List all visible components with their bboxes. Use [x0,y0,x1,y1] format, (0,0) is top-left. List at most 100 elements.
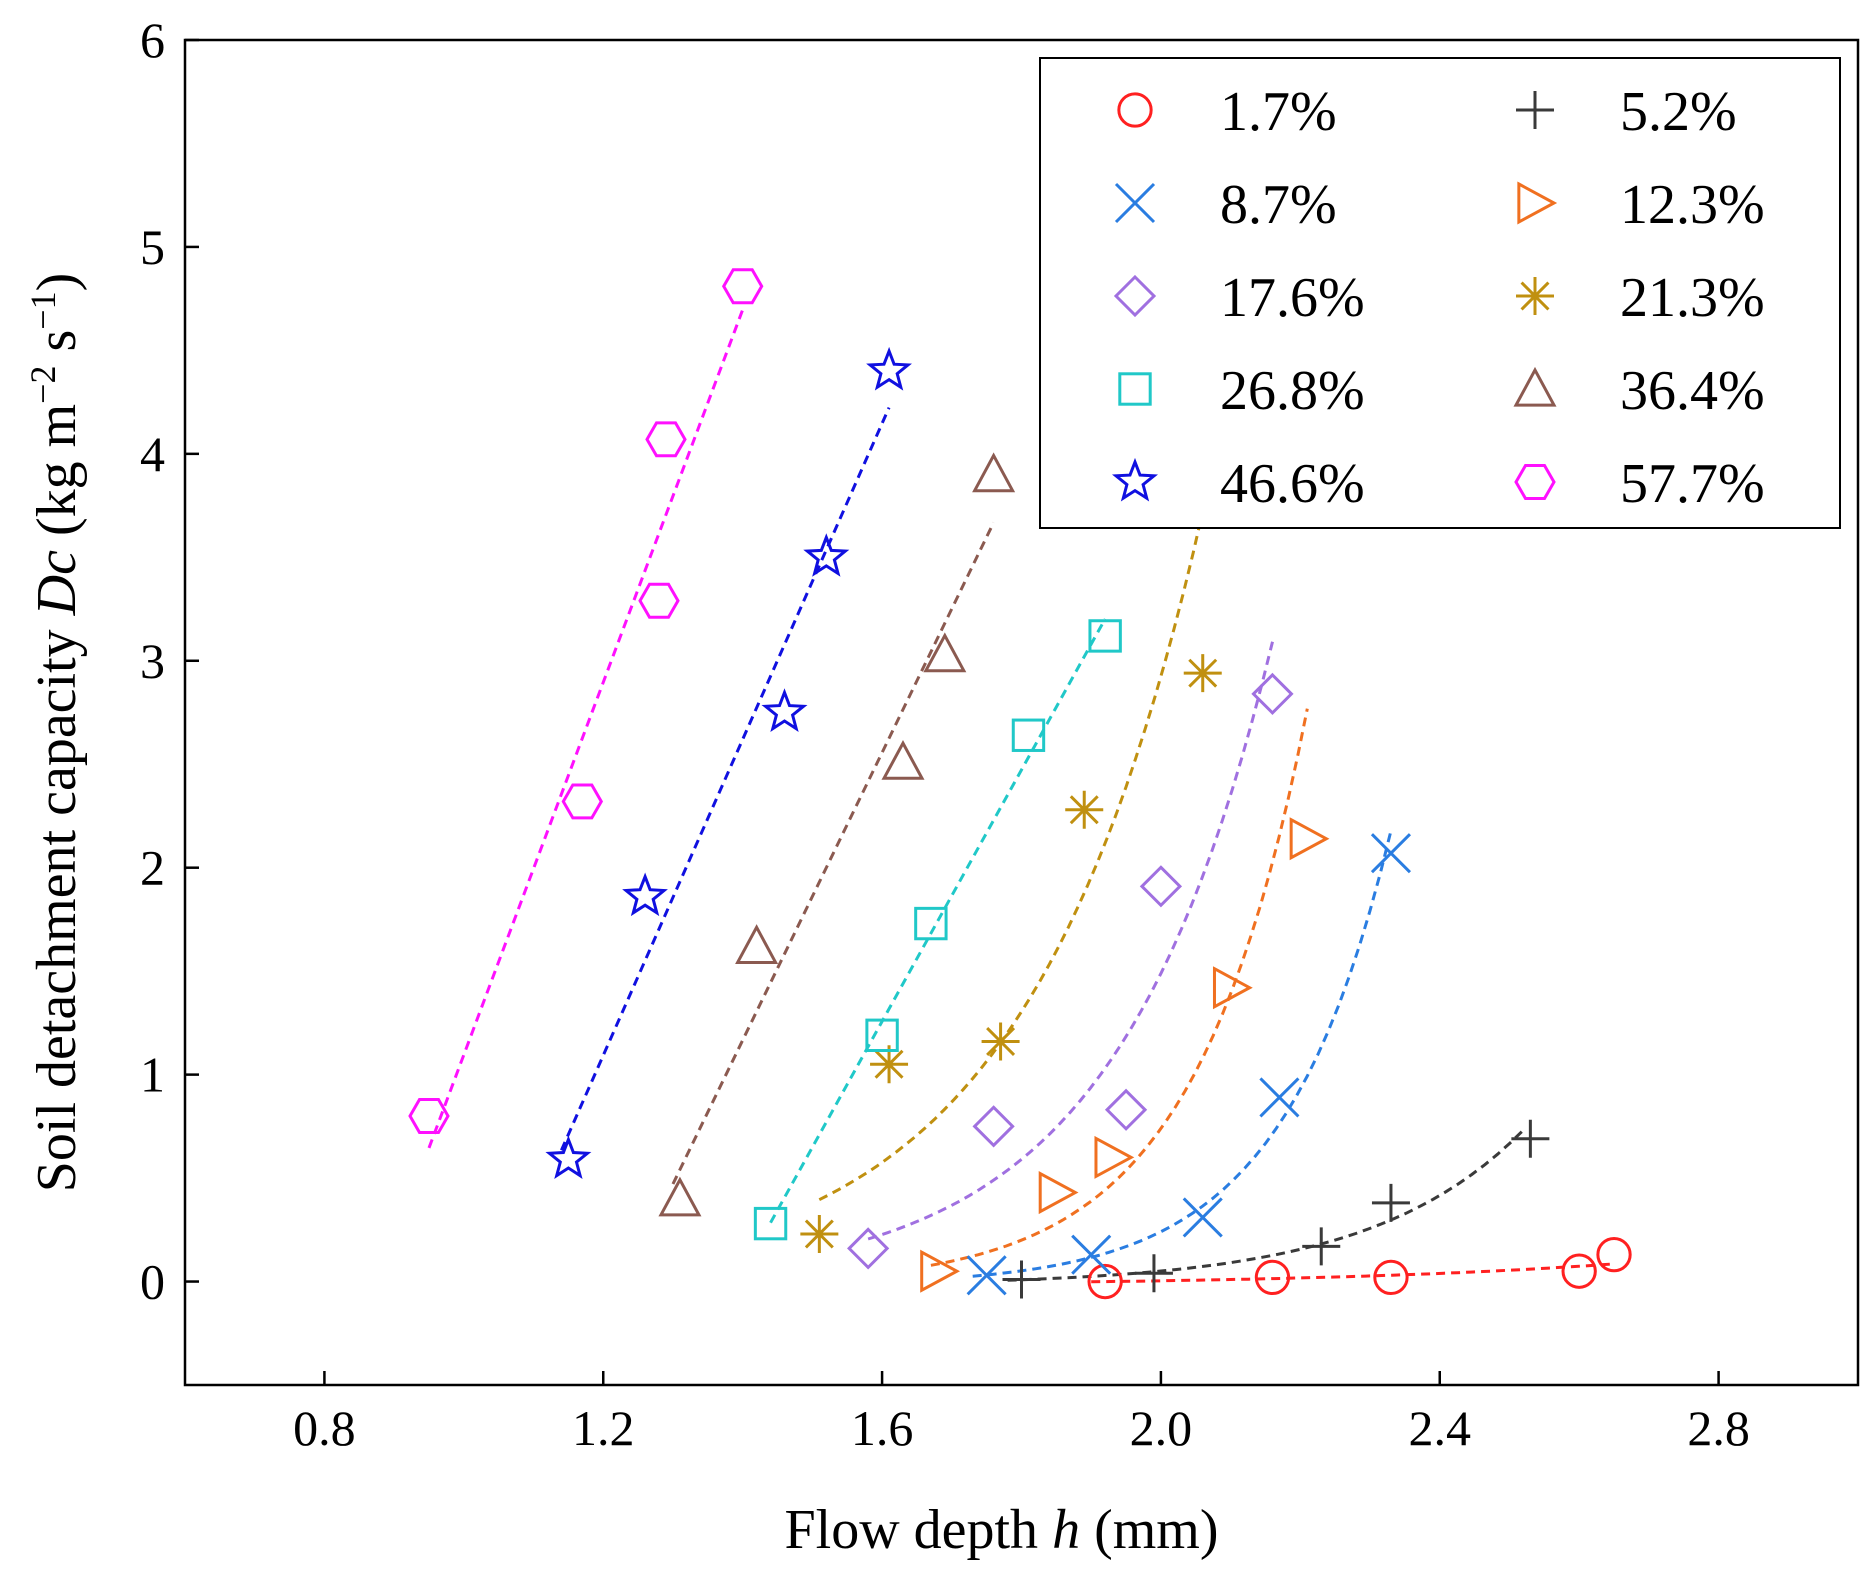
fit-line-21.3% [818,511,1205,1202]
data-point [914,906,948,941]
y-axis-title-var: Dc [26,550,88,616]
data-point [645,421,687,458]
y-tick-label: 6 [140,12,165,68]
legend: 1.7% 5.2% 8.7% 12.3% 17.6% 21.3% 26.8% 36.4% 46.… [1039,57,1841,529]
fit-line-57.7% [427,309,745,1149]
data-point [761,688,808,732]
y-axis-title-units: (kg m [26,404,88,550]
legend-label: 5.2% [1620,81,1737,143]
data-point [923,632,967,673]
data-point [803,533,850,577]
data-point [1259,1077,1300,1118]
data-point [1183,654,1222,693]
fit-lines-layer [427,309,1615,1284]
data-point [1371,1183,1410,1222]
data-point [638,582,680,619]
legend-label: 26.8% [1220,360,1365,422]
fit-line-36.4% [671,521,995,1185]
data-point [1065,790,1104,829]
data-point [735,924,779,964]
x-tick-label: 1.6 [851,1400,914,1456]
data-point [1182,1197,1223,1238]
data-point [800,1214,839,1253]
data-point [1302,1227,1341,1266]
x-tick-label: 2.8 [1687,1400,1750,1456]
x-axis-title: Flow depth h (mm) [785,1499,1219,1561]
data-point [865,1018,899,1052]
legend-box [1039,57,1841,529]
x-tick-label: 2.4 [1409,1400,1472,1456]
x-axis-title-prefix: Flow depth [785,1499,1053,1561]
fit-line-12.3% [930,708,1309,1267]
data-point [1038,1171,1079,1215]
fit-line-5.2% [1007,1129,1525,1282]
data-point [1088,619,1122,653]
legend-label: 17.6% [1220,267,1365,329]
data-point [1212,966,1253,1010]
legend-marker [1117,92,1153,128]
data-point [981,1022,1020,1061]
data-point [1139,865,1183,908]
legend-label: 12.3% [1620,174,1765,236]
plot-frame [183,38,1860,1387]
legend-label: 21.3% [1620,267,1765,329]
data-point [1087,1263,1123,1300]
y-tick-label: 5 [140,219,165,275]
data-point [966,1255,1007,1296]
fit-line-46.6% [560,406,891,1151]
legend-label: 57.7% [1620,453,1765,515]
legend-marker [1111,457,1159,502]
data-point [1011,718,1046,752]
fit-line-17.6% [867,641,1274,1241]
y-axis-title-prefix: Soil detachment capacity [26,615,88,1192]
y-axis-title-mid: s [26,330,88,366]
y-tick-label: 2 [140,840,165,896]
legend-marker [1517,181,1558,225]
data-point [721,268,764,305]
y-tick-label: 4 [140,426,165,482]
legend-label: 1.7% [1220,81,1337,143]
data-point [1071,1234,1112,1275]
data-point [1511,1119,1550,1158]
y-axis-title-sup2: −1 [23,291,63,329]
data-point [658,1176,702,1217]
data-point [561,783,604,820]
legend-marker [1114,182,1156,224]
legend-marker [1118,372,1152,406]
data-point [622,872,668,917]
legend-marker [1516,91,1554,129]
data-point [408,1098,450,1134]
data-point [1289,817,1330,861]
y-axis-title-close: ) [26,273,88,292]
data-point [847,1227,890,1270]
legend-marker [1113,274,1157,318]
legend-marker [1516,277,1554,315]
x-tick-label: 0.8 [293,1400,356,1456]
data-points-layer [408,268,1632,1300]
legend-marker [1513,366,1557,407]
x-axis-title-var: h [1052,1499,1080,1561]
data-point [972,1105,1015,1148]
data-point [972,452,1016,493]
data-point [866,346,912,391]
x-axis-title-suffix: (mm) [1080,1499,1218,1561]
y-tick-label: 3 [140,633,165,689]
fit-line-1.7% [1091,1262,1615,1284]
data-point [1254,1259,1291,1296]
data-point [1104,1088,1148,1131]
data-point [1134,1254,1173,1293]
data-point [753,1206,788,1241]
y-axis-title: Soil detachment capacity Dc (kg m−2 s−1) [23,273,88,1193]
legend-label: 46.6% [1220,453,1365,515]
y-tick-label: 1 [140,1047,165,1103]
data-point [920,1249,961,1293]
data-point [545,1135,592,1179]
legend-marker [1514,464,1556,500]
legend-label: 36.4% [1620,360,1765,422]
data-point [1561,1253,1597,1289]
data-point [870,1045,909,1084]
legend-label: 8.7% [1220,174,1337,236]
axes-layer: 0.8 1.2 1.6 2.0 2.4 2.8 0 1 2 3 4 5 6 [140,12,1860,1456]
